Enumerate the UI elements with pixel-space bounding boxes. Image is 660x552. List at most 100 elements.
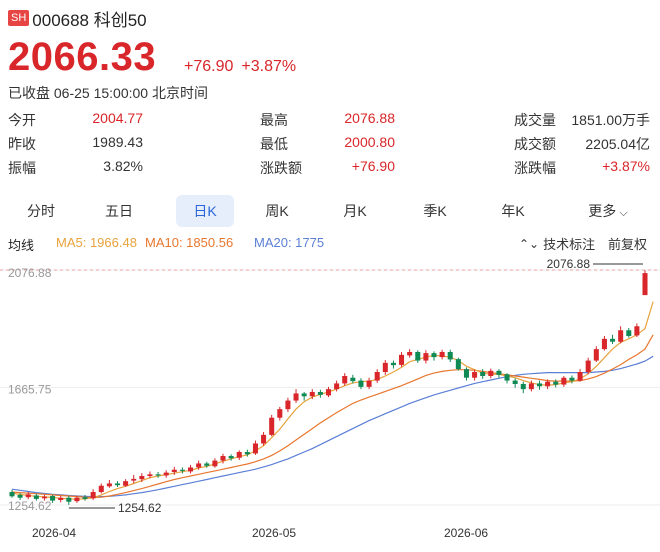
- candle-body: [74, 497, 80, 502]
- candle-body: [569, 377, 575, 381]
- stat-value: 2004.77: [92, 110, 143, 126]
- candle-body: [33, 495, 39, 499]
- stats-grid: 今开 2004.77 最高 2076.88 成交量 1851.00万手 昨收 1989.43 最…: [0, 110, 660, 185]
- stat-value: 1989.43: [92, 134, 143, 150]
- candle-body: [390, 362, 396, 366]
- candle-body: [123, 481, 129, 486]
- stock-header: SH 000688 科创50: [8, 7, 147, 30]
- candle-body: [447, 351, 453, 360]
- candle-body: [407, 351, 413, 356]
- stat-label: 最高: [260, 112, 288, 128]
- candle-body: [139, 476, 145, 480]
- candle-body: [98, 485, 104, 493]
- stat-label: 涨跌额: [260, 160, 302, 176]
- candle-body: [366, 380, 372, 387]
- candle-body: [618, 330, 624, 342]
- candle-body: [17, 494, 23, 498]
- candlestick-chart[interactable]: 2076.88 1665.75 1254.62 2076.88 1254.62 2026-…: [0, 255, 660, 552]
- candle-body: [480, 371, 486, 376]
- candle-body: [472, 371, 478, 378]
- tech-annotation-button[interactable]: ⌃⌄ 技术标注: [519, 234, 595, 253]
- ma20-value: MA20: 1775: [254, 235, 325, 250]
- stat-label: 昨收: [8, 136, 36, 152]
- candle-body: [545, 381, 551, 387]
- last-price: 2066.33: [8, 35, 157, 79]
- price-change: +76.90 +3.87%: [184, 58, 304, 76]
- y-tick-label: 1665.75: [8, 383, 52, 397]
- stat-label: 涨跌幅: [514, 160, 556, 176]
- tab-4[interactable]: 月K: [343, 203, 367, 219]
- stat-value: 2076.88: [344, 110, 395, 126]
- candle-body: [585, 360, 591, 372]
- stat-label: 成交量: [514, 112, 556, 128]
- stat-value: 2205.04亿: [585, 136, 650, 152]
- candle-body: [374, 371, 380, 381]
- min-price-label: 1254.62: [118, 501, 162, 515]
- y-tick-label: 2076.88: [8, 266, 52, 280]
- period-tabs: 分时 五日 日K 周K 月K 季K 年K 更多 ⌵: [0, 195, 660, 227]
- tab-3[interactable]: 周K: [265, 203, 289, 219]
- candle-body: [528, 383, 534, 390]
- stat-value: +76.90: [351, 158, 395, 174]
- change-percent: +3.87%: [241, 58, 297, 75]
- candle-body: [301, 393, 307, 397]
- candle-body: [431, 353, 437, 358]
- candle-body: [41, 496, 47, 499]
- tab-0[interactable]: 分时: [27, 203, 55, 219]
- tab-6[interactable]: 年K: [501, 203, 525, 219]
- candle-body: [439, 351, 445, 358]
- stat-value: 3.82%: [103, 158, 143, 174]
- market-badge: SH: [8, 10, 30, 26]
- candle-body: [25, 494, 31, 498]
- tech-annotation-label: 技术标注: [543, 237, 596, 252]
- candle-body: [196, 463, 202, 468]
- x-tick-label: 2026-04: [32, 526, 76, 540]
- candle-body: [626, 330, 632, 336]
- candle-body: [106, 483, 112, 487]
- ma5-value: MA5: 1966.48: [56, 235, 137, 250]
- candle-body: [634, 326, 640, 336]
- candle-body: [188, 467, 194, 472]
- candle-body: [601, 338, 607, 350]
- stat-value: +3.87%: [602, 158, 650, 174]
- candle-body: [66, 497, 72, 502]
- tab-5[interactable]: 季K: [423, 203, 447, 219]
- stat-value: 2000.80: [344, 134, 395, 150]
- market-status: 已收盘 06-25 15:00:00 北京时间: [8, 85, 208, 101]
- candle-body: [325, 389, 332, 396]
- candle-body: [399, 354, 405, 365]
- candle-body: [293, 393, 299, 401]
- ma20-line: [11, 355, 654, 498]
- candle-body: [642, 273, 648, 296]
- candle-body: [423, 353, 429, 361]
- adjust-button[interactable]: 前复权: [608, 237, 648, 252]
- tab-7[interactable]: 更多 ⌵: [578, 195, 638, 227]
- candle-body: [228, 456, 234, 459]
- candle-body: [82, 497, 88, 499]
- candle-body: [520, 383, 526, 390]
- candle-body: [285, 400, 291, 410]
- candle-body: [252, 443, 258, 454]
- candle-body: [577, 371, 583, 381]
- candle-body: [455, 359, 461, 370]
- tab-2[interactable]: 日K: [176, 195, 234, 227]
- candle-body: [269, 417, 275, 435]
- candle-body: [58, 497, 64, 501]
- candle-body: [9, 492, 15, 497]
- candle-body: [561, 377, 567, 385]
- stat-label: 最低: [260, 136, 288, 152]
- candle-body: [463, 369, 469, 378]
- candle-body: [50, 496, 56, 501]
- y-tick-label: 1254.62: [8, 499, 52, 513]
- max-price-label: 2076.88: [547, 257, 591, 271]
- candle-body: [342, 375, 348, 384]
- tab-1[interactable]: 五日: [105, 203, 133, 219]
- candle-body: [90, 492, 96, 499]
- candle-body: [488, 370, 494, 376]
- stock-code-name: 000688 科创50: [32, 10, 147, 30]
- candle-body: [163, 472, 169, 476]
- stat-label: 振幅: [8, 160, 36, 176]
- candle-body: [382, 362, 388, 372]
- candle-body: [171, 469, 177, 473]
- candle-body: [317, 392, 323, 395]
